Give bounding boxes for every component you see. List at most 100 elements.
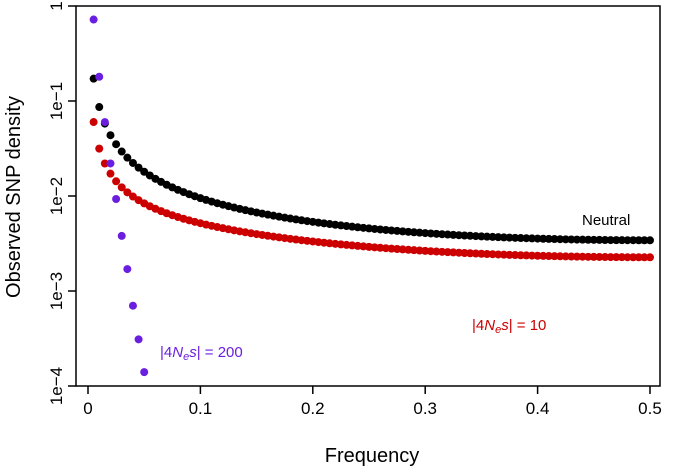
data-point (466, 231, 475, 240)
data-point (483, 249, 492, 258)
data-point (550, 235, 559, 244)
annotation-selection-200: |4Nes| = 200 (160, 344, 243, 363)
data-point (606, 253, 615, 262)
data-point (100, 118, 109, 127)
data-point (556, 235, 565, 244)
data-point (623, 253, 632, 262)
data-point (477, 249, 486, 258)
series-2 (89, 15, 149, 377)
data-point (572, 252, 581, 261)
data-point (539, 234, 548, 243)
data-point (471, 232, 480, 241)
data-point (589, 252, 598, 261)
data-point (561, 235, 570, 244)
data-point (539, 251, 548, 260)
data-point (134, 163, 143, 172)
plot-frame (75, 5, 661, 387)
annotation-selection-10: |4Nes| = 10 (472, 317, 546, 336)
data-point (544, 234, 553, 243)
data-point (466, 249, 475, 258)
data-point (499, 233, 508, 242)
data-point (89, 118, 98, 127)
data-point (617, 236, 626, 245)
data-point (533, 251, 542, 260)
data-point (567, 235, 576, 244)
data-point (89, 15, 98, 24)
data-points (89, 15, 654, 377)
data-point (584, 252, 593, 261)
data-point (589, 235, 598, 244)
data-point (612, 236, 621, 245)
data-point (140, 368, 149, 377)
data-point (550, 252, 559, 261)
data-point (601, 236, 610, 245)
data-point (128, 158, 137, 167)
data-point (578, 252, 587, 261)
y-tick-label: 1e−4 (47, 367, 66, 405)
data-point (471, 249, 480, 258)
data-point (106, 159, 115, 168)
data-point (556, 252, 565, 261)
annotation-neutral: Neutral (582, 212, 630, 229)
data-point (477, 232, 486, 241)
data-point (117, 147, 126, 156)
data-point (443, 248, 452, 257)
y-axis-title: Observed SNP density (3, 96, 25, 298)
data-point (95, 144, 104, 153)
data-point (488, 250, 497, 259)
y-tick-label: 1e−3 (47, 272, 66, 310)
x-tick-label: 0.5 (638, 399, 662, 418)
data-point (640, 253, 649, 262)
x-axis-title: Frequency (325, 445, 420, 467)
series-1 (89, 118, 654, 262)
data-point (634, 236, 643, 245)
data-point (123, 188, 132, 197)
y-axis: 1 1e−1 1e−2 1e−3 1e−4 (47, 1, 76, 405)
data-point (460, 248, 469, 257)
x-tick-label: 0.4 (526, 399, 550, 418)
data-point (106, 169, 115, 178)
data-point (95, 103, 104, 112)
data-point (522, 234, 531, 243)
x-tick-label: 0.3 (413, 399, 437, 418)
data-point (522, 251, 531, 260)
y-tick-label: 1e−2 (47, 177, 66, 215)
x-tick-label: 0.2 (301, 399, 325, 418)
data-point (112, 194, 121, 203)
data-point (612, 253, 621, 262)
series-0 (89, 74, 654, 245)
data-point (527, 234, 536, 243)
data-point (533, 234, 542, 243)
data-point (123, 153, 132, 162)
data-point (511, 251, 520, 260)
data-point (629, 236, 638, 245)
data-point (494, 233, 503, 242)
data-point (128, 301, 137, 310)
data-point (100, 159, 109, 168)
data-point (634, 253, 643, 262)
data-point (516, 251, 525, 260)
data-point (483, 232, 492, 241)
data-point (117, 231, 126, 240)
data-point (117, 183, 126, 192)
data-point (95, 72, 104, 81)
data-point (505, 233, 514, 242)
data-point (640, 236, 649, 245)
x-tick-label: 0 (83, 399, 92, 418)
data-point (140, 167, 149, 176)
data-point (123, 265, 132, 274)
data-point (488, 232, 497, 241)
data-point (567, 252, 576, 261)
data-point (617, 253, 626, 262)
data-point (572, 235, 581, 244)
data-point (516, 234, 525, 243)
data-point (134, 335, 143, 344)
y-tick-label: 1e−1 (47, 82, 66, 120)
data-point (449, 248, 458, 257)
data-point (112, 140, 121, 149)
data-point (601, 253, 610, 262)
data-point (561, 252, 570, 261)
data-point (511, 233, 520, 242)
data-point (527, 251, 536, 260)
